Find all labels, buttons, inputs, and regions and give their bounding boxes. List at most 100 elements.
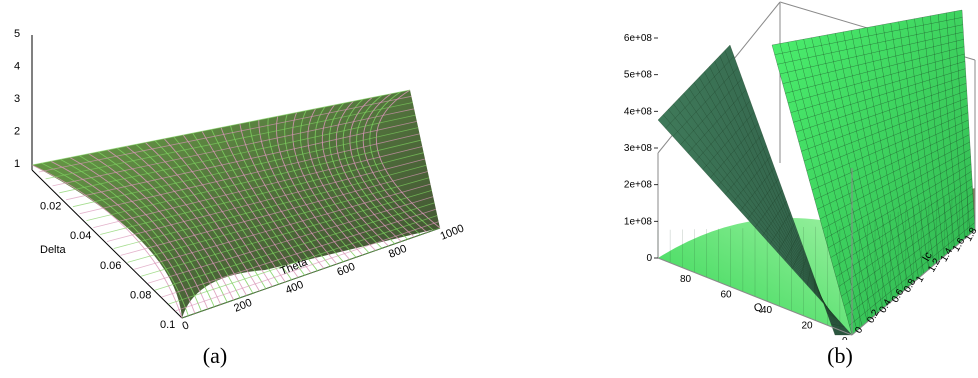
surface-b-grid-line [717,134,763,187]
surface-b-grid-line [785,46,965,94]
surface-b-grid-line [819,141,970,220]
surface-a-grid-line [292,112,363,256]
surface-b-grid-line [822,149,971,229]
surface-b-grid-line [782,39,964,84]
figure-b: 0 1e+08 2e+08 3e+08 4e+08 5e+08 6e+08 80 60 40 20 0… [590,0,978,378]
figure-a: 1 2 3 4 5 0.02 0.04 0.06 0.08 0.1 0 200 400 600 800 100… [0,0,470,378]
surface-a-grid-line [175,221,439,312]
surface-b-grid-line [814,127,970,200]
surface-b-grid-line [657,44,731,121]
z-tick-label-b: 3e+08 [624,143,653,154]
surface-b-grid-line [806,105,968,171]
box-edge [657,257,853,336]
z-tick-label-b: 1e+08 [624,216,653,227]
surface-b-grid-line [695,100,751,162]
surface-a-grid-line [284,114,357,258]
surface-a-grid-line [86,139,421,221]
surface-b-grid-line [777,24,963,65]
surface-a-grid-line [314,106,383,249]
box-edge [851,229,976,336]
surface-a-grid-line [211,129,305,276]
surface-b-grid-line [771,9,963,46]
surface-a-grid-line [41,162,189,316]
z-tick-label-b: 4e+08 [624,106,653,117]
surface-b-grid-line [680,78,743,145]
z-tick-label-a: 1 [14,158,20,170]
surface-b-grid-line [777,223,795,253]
surface-a-grid-line [369,91,434,231]
surface-a-grid-line [113,164,427,249]
surface-b-grid-line [841,200,974,297]
surface-a-grid-line [154,140,267,290]
surface-a-grid-line [375,89,441,229]
x-tick-label-b: 20 [802,321,814,332]
surface-a-grid-line [220,127,312,274]
surface-b-grid-line [798,83,967,142]
surface-a-grid-line [59,114,416,194]
y-tick-label-a: 0 [181,319,191,332]
x-tick-label-b: 40 [761,305,773,316]
surface-a-grid-line [230,125,318,272]
surface-grid-a [31,89,441,319]
caption-b: (b) [827,343,853,368]
z-tick-label-b: 5e+08 [624,70,653,81]
x-tick-label-b: 0 [842,336,848,340]
surface-a-grid-line [72,127,419,208]
surface-b-grid-line [825,156,971,239]
surface-a-grid-line [140,190,432,277]
surface-a-grid-line [60,159,202,312]
y-tick-label-b: 0 [853,325,866,336]
surface-a-grid-line [127,177,430,263]
surface-b-grid-line [809,112,969,181]
z-tick-label-b: 6e+08 [624,33,653,44]
surface-a-grid-line [145,142,260,292]
surface-a-grid-line [106,158,426,242]
surface-a-grid-line [134,183,431,270]
bounding-box-front-b [657,60,976,336]
surface-a-grid-line [342,99,409,240]
surface-b-grid-line [724,145,767,195]
surface-a-grid-line [161,208,437,298]
surface-a-grid-line [50,160,196,314]
surface-b-grid-line [790,61,966,113]
surface-b-grid-line [849,222,975,326]
surface-b-grid-line [833,178,973,268]
surface-b-grid-line [792,245,803,269]
surface-b-grid-line [830,323,845,327]
surface-b-grid-line [806,268,812,286]
surface-b-grid-line [803,97,968,162]
surface-a-grid-line [181,227,441,319]
x-tick-label-a: 0.04 [70,230,91,242]
surface-a-grid-line [31,89,411,166]
surface-b-grid-line [702,111,755,170]
surface-b-grid-line [672,67,739,137]
surface-b-grid-line [784,234,799,261]
z-tick-label-a: 5 [14,28,20,40]
surface-a-grid-line [276,116,351,260]
x-tick-label-a: 0.06 [100,260,121,272]
surface-b-grid-line [830,171,972,258]
surface-a-grid-line [239,123,325,269]
surface-a-grid-line [100,152,424,235]
surface-a-grid-line [154,202,435,291]
surface-a-grid-line [79,133,420,215]
surface-a-grid-line [168,215,438,305]
x-tick-label-a: 0.02 [40,201,61,213]
surface-b-grid-line [795,75,966,133]
surface-a-grid-line [120,171,428,256]
z-tick-label-a: 3 [14,93,20,105]
surface-a-grid-line [147,196,434,284]
surface-b-grid-line [779,31,964,75]
surface-a-grid-line [38,95,412,173]
surface-b-grid-line [739,167,775,212]
x-axis-line [31,169,183,319]
surface-b-left-floor [658,217,852,335]
surface-b-grid-line [835,185,973,278]
z-tick-label-b: 0 [646,253,652,264]
z-tick-label-b: 2e+08 [624,180,653,191]
surface-a-grid-line [267,118,344,263]
surface-a-grid-line [329,102,396,245]
surface-b-grid-line [838,193,973,287]
x-tick-label-a: 0.08 [130,289,151,301]
surface-grid-b [657,9,976,336]
